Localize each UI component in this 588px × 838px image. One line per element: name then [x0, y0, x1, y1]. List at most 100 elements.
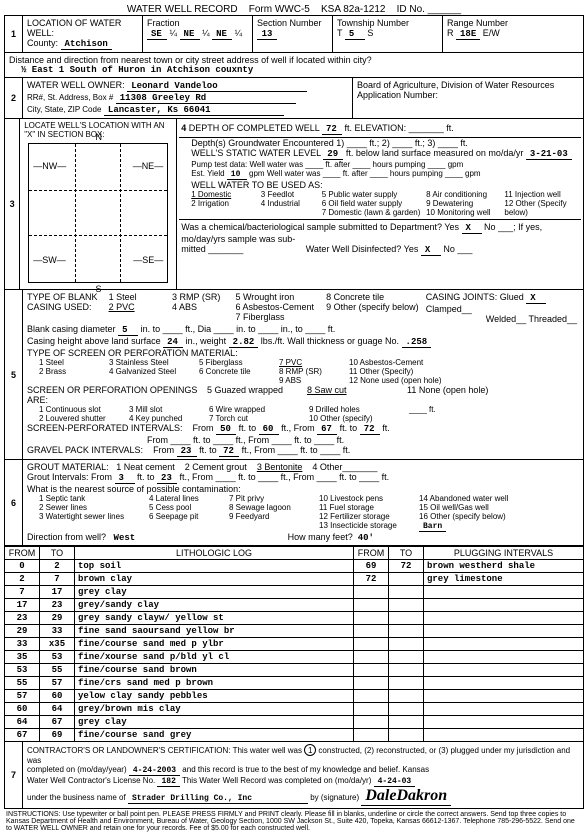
g1: 1 Neat cement: [116, 462, 175, 472]
table-row: 5355fine/course sand brown: [5, 664, 584, 677]
gtt1: ft. to: [199, 445, 217, 455]
gff1: ft., From: [242, 445, 276, 455]
twp: 5: [345, 29, 365, 40]
f2: From: [147, 435, 168, 445]
table-row: 6769fine/course sand grey: [5, 729, 584, 742]
table-cell: 17: [5, 599, 40, 612]
table-cell: 57: [5, 690, 40, 703]
table-cell: [354, 664, 389, 677]
table-cell: [354, 703, 389, 716]
location-box: N S —NW— —NE— —SW— —SE—: [28, 143, 168, 283]
table-cell: fine sand saoursand yellow br: [75, 625, 354, 638]
th-plug: PLUGGING INTERVALS: [424, 547, 584, 560]
estyield-lbl: Est. Yield: [191, 169, 224, 178]
box-sw: —SW—: [33, 255, 66, 265]
elev-lbl: ELEVATION:: [354, 123, 406, 133]
th-from: FROM: [5, 547, 40, 560]
section-6-num: 6: [5, 460, 23, 545]
c8: 8 Concrete tile: [326, 292, 426, 302]
table-cell: [389, 677, 424, 690]
spi-f2: 67: [317, 424, 337, 435]
dir-lbl: Direction from well?: [27, 532, 106, 542]
table-cell: [354, 716, 389, 729]
table-cell: [354, 625, 389, 638]
t7-2: completed on (mo/day/year): [27, 765, 127, 774]
owner-lbl: WATER WELL OWNER:: [27, 80, 125, 90]
box-nw: —NW—: [33, 161, 66, 171]
table-cell: [389, 625, 424, 638]
table-row: 3553fine/xourse sand p/bld yl cl: [5, 651, 584, 664]
wwas: Well water was: [249, 160, 303, 169]
table-cell: [424, 729, 584, 742]
g4: 4 Other: [312, 462, 342, 472]
table-cell: 60: [40, 690, 75, 703]
o8: 8 Saw cut: [307, 385, 347, 395]
u8: 8 Air conditioning: [426, 190, 504, 199]
th-to: TO: [40, 547, 75, 560]
table-cell: [389, 716, 424, 729]
sec4-title: DEPTH OF COMPLETED WELL: [189, 123, 320, 133]
g2: 2 Cement grout: [185, 462, 247, 472]
other-val: Barn: [419, 522, 446, 532]
table-cell: [389, 729, 424, 742]
th-to2: TO: [389, 547, 424, 560]
gtt2: ft. to: [300, 445, 318, 455]
p6: 6 Seepage pit: [149, 512, 229, 521]
box-se: —SE—: [133, 255, 163, 265]
estyield: 10: [227, 170, 247, 180]
table-cell: [389, 638, 424, 651]
o5: 5 Guazed wrapped: [207, 385, 307, 395]
addr: 11308 Greeley Rd: [116, 93, 296, 104]
sig-lbl: by (signature): [310, 793, 359, 802]
o2: 2 Louvered shutter: [39, 414, 129, 423]
swl-lbl: WELL'S STATIC WATER LEVEL: [191, 148, 321, 158]
u6: 6 Oil field water supply: [322, 199, 426, 208]
gi-lbl: Grout Intervals:: [27, 472, 89, 482]
table-cell: [389, 612, 424, 625]
section-2: 2 WATER WELL OWNER: Leonard Vandeloo RR#…: [4, 78, 584, 119]
loc-label: LOCATION OF WATER WELL:: [27, 18, 138, 38]
table-cell: [424, 664, 584, 677]
wwas2: Well water was: [267, 169, 321, 178]
into3: in. to: [236, 324, 256, 334]
spo-lbl: SCREEN OR PERFORATION OPENINGS ARE:: [27, 385, 197, 405]
bus: Strader Drilling Co., Inc: [128, 794, 308, 804]
secnum-lbl: Section Number: [257, 18, 328, 28]
table-cell: [424, 677, 584, 690]
gpi-lbl: GRAVEL PACK INTERVALS:: [27, 445, 143, 455]
form-title: WATER WELL RECORD: [127, 4, 238, 15]
section-1: 1 LOCATION OF WATER WELL: County: Atchis…: [4, 15, 584, 53]
u1: 1 Domestic: [191, 190, 231, 199]
table-cell: fine/xourse sand p/bld yl cl: [75, 651, 354, 664]
c1: 1 Steel: [109, 292, 172, 302]
table-cell: [424, 638, 584, 651]
s6: 6 Concrete tile: [199, 367, 279, 376]
table-cell: 55: [40, 664, 75, 677]
table-cell: grey clay: [75, 716, 354, 729]
city-lbl: City, State, ZIP Code: [27, 105, 101, 114]
lic-lbl: Water Well Contractor's License No.: [27, 776, 155, 785]
table-cell: 33: [40, 625, 75, 638]
table-cell: 57: [40, 677, 75, 690]
table-row: 6467grey clay: [5, 716, 584, 729]
sec7-title: CONTRACTOR'S OR LANDOWNER'S CERTIFICATIO…: [27, 746, 231, 755]
depth: 72: [322, 124, 342, 135]
u4: 4 Industrial: [261, 199, 322, 208]
gpi-f1: 23: [177, 446, 197, 457]
rng-r: R: [447, 28, 454, 38]
county-lbl: County:: [27, 38, 58, 48]
table-cell: 53: [5, 664, 40, 677]
table-cell: top soil: [75, 560, 354, 573]
twp-t: T: [337, 28, 342, 38]
table-cell: yelow clay sandy pebbles: [75, 690, 354, 703]
wt: 2.82: [229, 337, 259, 348]
table-cell: fine/course sand grey: [75, 729, 354, 742]
section-2-num: 2: [5, 78, 23, 118]
table-cell: 72: [389, 560, 424, 573]
ff1: ft., From: [281, 423, 315, 433]
rng-lbl: Range Number: [447, 18, 579, 28]
table-cell: 29: [40, 612, 75, 625]
section-5-num: 5: [5, 290, 23, 459]
tt1: ft. to: [239, 423, 257, 433]
section-6: 6 GROUT MATERIAL: 1 Neat cement 2 Cement…: [4, 460, 584, 546]
